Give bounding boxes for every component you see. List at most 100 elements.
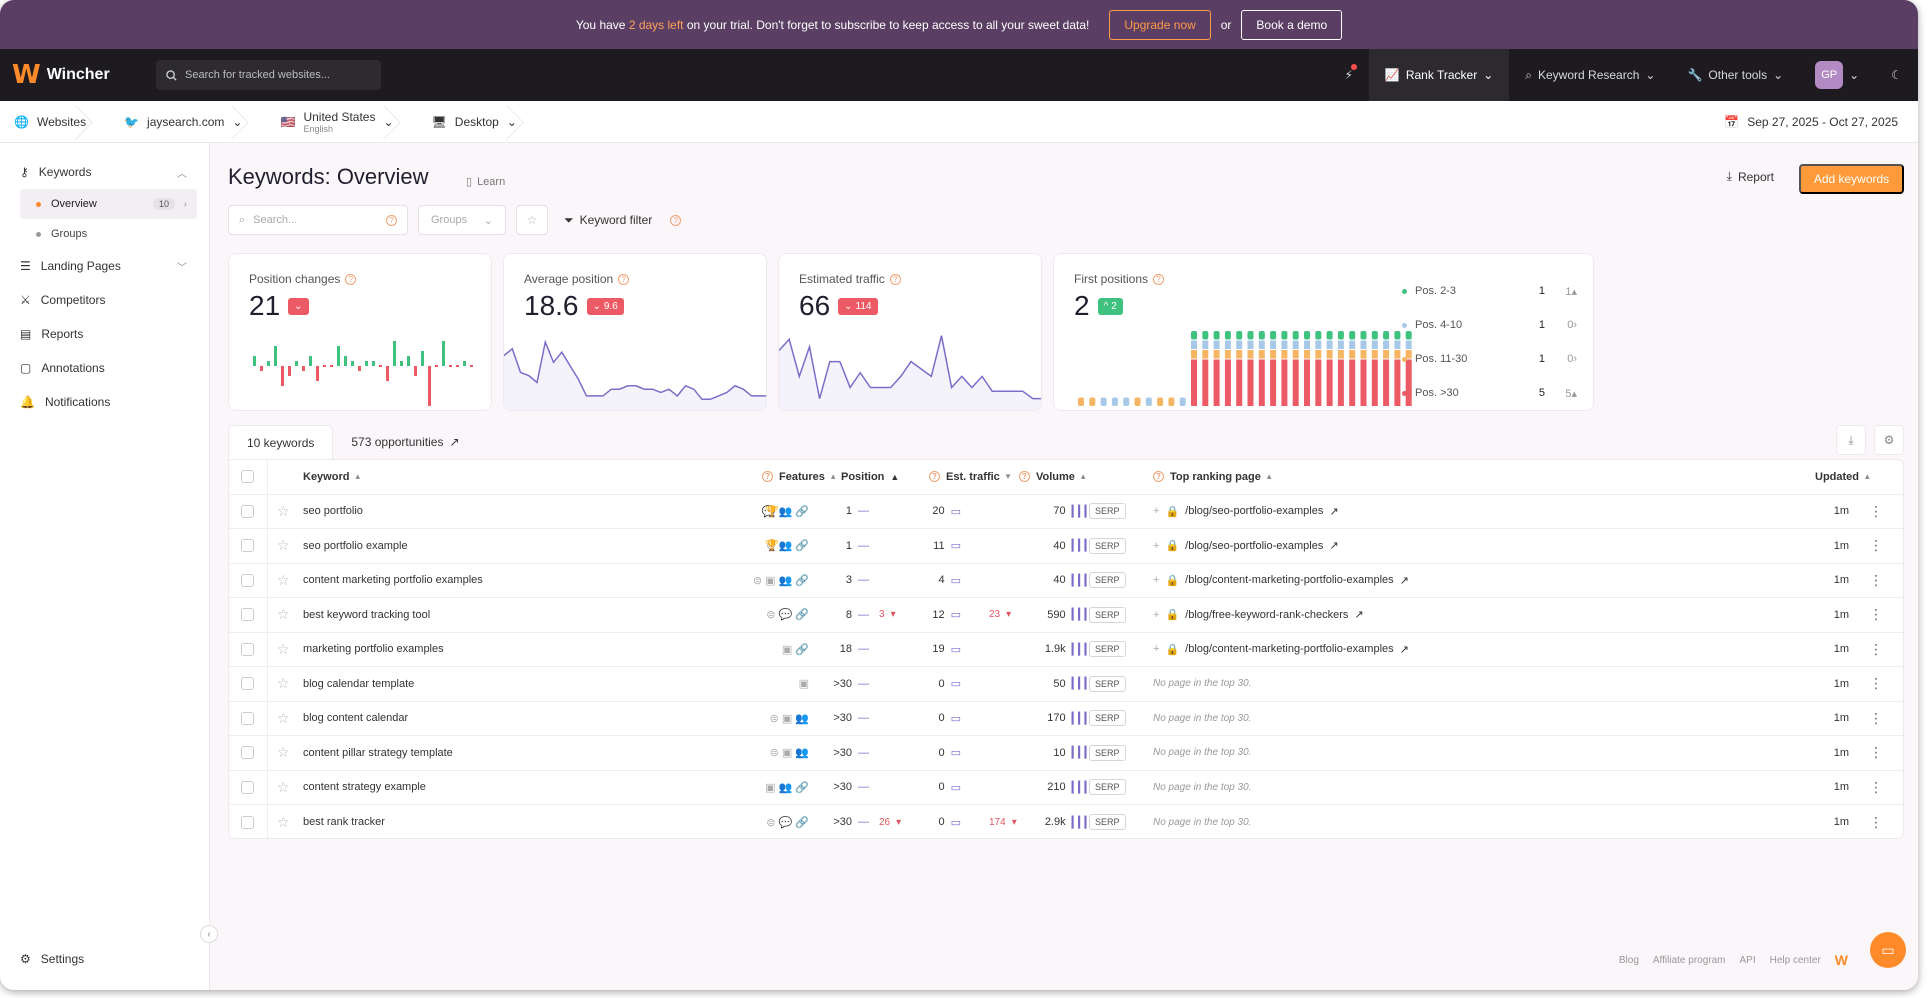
position-changes-card[interactable]: Position changes? 21 ⌄ [228,253,492,411]
serp-button[interactable]: SERP [1089,598,1126,632]
upgrade-button[interactable]: Upgrade now [1109,9,1211,40]
keyword-cell[interactable]: seo portfolio [303,495,363,529]
star-icon[interactable]: ☆ [277,502,290,519]
header-top-page[interactable]: ? Top ranking page ▴ [1153,460,1271,494]
table-row[interactable]: ☆ blog calendar template ▣ >30— 0 ▭ 50 ▎▎▎… [229,667,1903,702]
keyword-cell[interactable]: content pillar strategy template [303,736,453,770]
serp-button[interactable]: SERP [1089,771,1126,805]
table-row[interactable]: ☆ blog content calendar ⊜ ▣ 👥 >30— 0 ▭ 17… [229,701,1903,736]
serp-button[interactable]: SERP [1089,564,1126,598]
sidebar-item-annotations[interactable]: ▢ Annotations [0,351,209,385]
help-icon[interactable]: ? [618,273,630,285]
external-link-icon[interactable]: ↗ [1354,609,1364,622]
row-menu-icon[interactable]: ⋮ [1869,709,1883,726]
nav-keyword-research[interactable]: ⌕ Keyword Research ⌄ [1509,49,1671,101]
groups-select[interactable]: Groups ⌄ [418,205,506,235]
table-row[interactable]: ☆ best rank tracker ⊜ 💬 🔗 >30— 26 ▾ 0 ▭ 17… [229,805,1903,840]
star-icon[interactable]: ☆ [277,709,290,726]
help-icon[interactable]: ? [345,273,357,285]
table-settings-button[interactable]: ⚙ [1874,425,1904,455]
row-checkbox[interactable] [241,598,254,632]
account-menu[interactable]: GP ⌄ [1799,49,1875,101]
tab-keywords[interactable]: 10 keywords [228,425,334,459]
theme-toggle[interactable]: ☾ [1875,49,1918,101]
export-button[interactable]: ⤓ [1836,425,1866,455]
row-menu-icon[interactable]: ⋮ [1869,744,1883,761]
external-link-icon[interactable]: ↗ [1399,574,1409,587]
keyword-cell[interactable]: content marketing portfolio examples [303,564,483,598]
help-icon[interactable]: ? [762,471,773,483]
plus-icon[interactable]: + [1153,608,1160,621]
favorites-filter-button[interactable]: ☆ [516,205,548,235]
table-row[interactable]: ☆ content strategy example ▣ 👥 🔗 >30— 0 ▭… [229,770,1903,805]
star-icon[interactable]: ☆ [277,675,290,692]
chat-button[interactable]: ▭ [1870,932,1906,968]
serp-button[interactable]: SERP [1089,805,1126,840]
footer-blog-link[interactable]: Blog [1618,954,1639,966]
help-icon[interactable]: ? [1153,471,1164,483]
table-row[interactable]: ☆ seo portfolio 💬 👥 🔗 🏆 1— 20 ▭ 70 ▎▎▎ SER… [229,494,1903,529]
sidebar-item-notifications[interactable]: 🔔 Notifications [0,385,209,419]
header-volume[interactable]: ? Volume ▴ [1019,460,1085,494]
external-link-icon[interactable]: ↗ [1329,505,1339,518]
notifications-bolt[interactable]: ⚡ [1328,49,1368,101]
row-checkbox[interactable] [241,736,254,770]
add-keywords-button[interactable]: Add keywords [1799,164,1904,194]
sidebar-item-overview[interactable]: Overview 10 › [20,189,197,219]
sidebar-item-keywords[interactable]: ⚷ Keywords ︿ [0,155,209,189]
table-row[interactable]: ☆ content pillar strategy template ⊜ ▣ 👥… [229,736,1903,771]
site-selector[interactable]: 🐦 jaysearch.com ⌄ [110,101,266,142]
row-checkbox[interactable] [241,771,254,805]
logo[interactable]: W Wincher [12,60,142,90]
help-icon[interactable]: ? [1019,471,1030,483]
header-position[interactable]: Position ▲ [841,460,899,494]
serp-button[interactable]: SERP [1089,529,1126,563]
keyword-filter-button[interactable]: ⏷ Keyword filter [564,213,652,228]
table-row[interactable]: ☆ content marketing portfolio examples ⊜… [229,563,1903,598]
sidebar-collapse-button[interactable]: ‹ [200,925,218,943]
header-keyword[interactable]: Keyword ▴ [303,460,360,494]
star-icon[interactable]: ☆ [277,606,290,623]
star-icon[interactable]: ☆ [277,640,290,657]
select-all-checkbox[interactable] [241,460,254,494]
table-row[interactable]: ☆ marketing portfolio examples ▣ 🔗 18 — 1… [229,632,1903,667]
row-checkbox[interactable] [241,529,254,563]
table-row[interactable]: ☆ best keyword tracking tool ⊜ 💬 🔗 8— 3 ▾… [229,598,1903,633]
row-checkbox[interactable] [241,667,254,701]
keyword-cell[interactable]: marketing portfolio examples [303,633,444,667]
footer-api-link[interactable]: API [1739,954,1756,966]
top-ranking-page[interactable]: + 🔒 /blog/content-marketing-portfolio-exam… [1153,633,1409,667]
help-icon[interactable]: ? [889,273,901,285]
first-positions-card[interactable]: First positions? 2 ^ 2 Pos. 2-3 1 1▴ Pos. … [1053,253,1594,411]
keyword-cell[interactable]: best keyword tracking tool [303,598,430,632]
report-button[interactable]: ⤓ Report [1727,169,1774,184]
sidebar-item-competitors[interactable]: ⚔ Competitors [0,283,209,317]
website-search-input[interactable]: Search for tracked websites... [156,60,381,90]
star-icon[interactable]: ☆ [277,813,290,830]
serp-button[interactable]: SERP [1089,495,1126,529]
serp-button[interactable]: SERP [1089,633,1126,667]
sidebar-item-reports[interactable]: ▤ Reports [0,317,209,351]
sidebar-item-landing-pages[interactable]: ☰ Landing Pages ﹀ [0,249,209,283]
row-checkbox[interactable] [241,495,254,529]
help-icon[interactable]: ? [670,214,682,226]
star-icon[interactable]: ☆ [277,778,290,795]
row-menu-icon[interactable]: ⋮ [1869,675,1883,692]
footer-affiliate-link[interactable]: Affiliate program [1652,954,1726,966]
row-checkbox[interactable] [241,564,254,598]
header-traffic[interactable]: ? Est. traffic ▾ [929,460,1010,494]
average-position-card[interactable]: Average position? 18.6 ⌄ 9.6 [503,253,767,411]
keyword-search-input[interactable]: ⌕ Search... ? [228,205,408,235]
keyword-cell[interactable]: content strategy example [303,771,426,805]
external-link-icon[interactable]: ↗ [1329,540,1339,553]
tab-opportunities[interactable]: 573 opportunities ↗ [333,425,477,459]
top-ranking-page[interactable]: + 🔒 /blog/content-marketing-portfolio-exam… [1153,564,1409,598]
websites-breadcrumb[interactable]: 🌐 Websites [0,101,110,142]
plus-icon[interactable]: + [1153,539,1160,552]
help-icon[interactable]: ? [1153,273,1165,285]
star-icon[interactable]: ☆ [277,537,290,554]
top-ranking-page[interactable]: + 🔒 /blog/seo-portfolio-examples ↗ [1153,495,1339,529]
top-ranking-page[interactable]: + 🔒 /blog/seo-portfolio-examples ↗ [1153,529,1339,563]
external-link-icon[interactable]: ↗ [1399,643,1409,656]
row-checkbox[interactable] [241,633,254,667]
